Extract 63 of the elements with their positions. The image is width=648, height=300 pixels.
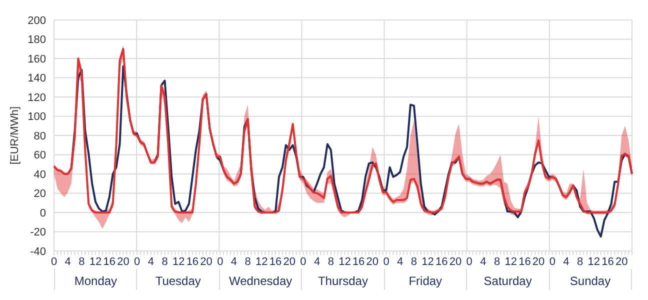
x-tick-label: 20: [449, 256, 462, 268]
x-tick-label: 4: [230, 256, 238, 268]
x-tick-label: 20: [283, 256, 296, 268]
y-tick-label: -20: [30, 226, 46, 239]
x-tick-label: 16: [518, 256, 531, 268]
x-tick-label: 16: [103, 256, 116, 268]
x-tick-label: 4: [397, 256, 404, 268]
x-tick-label: 4: [480, 256, 486, 268]
x-tick-label: 12: [504, 256, 517, 268]
x-tick-label: 16: [352, 256, 365, 268]
y-tick-label: 20: [34, 188, 46, 200]
y-axis-title: [EUR/MWh]: [8, 106, 21, 165]
x-tick-label: 8: [577, 256, 584, 268]
x-tick-label: 0: [50, 256, 58, 268]
x-tick-label: 8: [162, 256, 168, 268]
text: Thursday: [301, 269, 384, 290]
y-tick-label: 180: [28, 34, 46, 46]
x-tick-label: 8: [328, 256, 334, 268]
y-tick-label: 140: [28, 72, 46, 85]
x-tick-label: 12: [89, 256, 102, 268]
x-tick-label: 12: [588, 256, 600, 268]
x-tick-label: 0: [466, 256, 472, 268]
y-tick-label: 100: [28, 111, 46, 124]
y-tick-label: 60: [34, 150, 46, 162]
x-tick-label: 8: [78, 256, 85, 268]
x-tick-label: 20: [615, 256, 628, 268]
y-tick-label: 40: [34, 168, 46, 181]
text: Wednesday: [218, 269, 302, 290]
x-tick-label: 8: [494, 256, 500, 268]
x-tick-label: 12: [338, 256, 351, 268]
text: Monday: [54, 269, 136, 290]
x-tick-label: 12: [172, 256, 185, 268]
x-tick-label: 20: [117, 256, 130, 268]
text: Friday: [384, 269, 466, 290]
text: Saturday: [466, 269, 549, 290]
y-tick-label: 160: [28, 53, 46, 66]
x-tick-label: 0: [217, 256, 224, 268]
x-tick-label: 16: [602, 256, 614, 268]
text: Sunday: [548, 269, 632, 290]
x-tick-label: 20: [366, 256, 379, 268]
x-tick-label: 8: [410, 256, 418, 268]
x-tick-label: 16: [436, 256, 448, 268]
x-tick-label: 20: [200, 256, 212, 268]
x-tick-label: 0: [134, 256, 140, 268]
x-tick-label: 8: [244, 256, 251, 268]
x-tick-label: 20: [532, 256, 545, 268]
x-tick-label: 12: [422, 256, 434, 268]
y-tick-label: 120: [28, 92, 46, 104]
text: Tuesday: [136, 269, 219, 290]
x-tick-label: 4: [314, 256, 320, 268]
x-tick-label: 0: [300, 256, 306, 268]
y-tick-label: 80: [34, 130, 46, 142]
y-tick-label: 200: [28, 14, 46, 27]
y-tick-label: 0: [40, 207, 46, 220]
x-tick-label: 0: [549, 256, 556, 268]
x-tick-label: 0: [383, 256, 390, 268]
x-tick-label: 4: [64, 256, 71, 268]
x-tick-label: 16: [186, 256, 199, 268]
x-tick-label: 16: [269, 256, 282, 268]
x-tick-label: 12: [256, 256, 268, 268]
y-tick-label: -40: [30, 246, 46, 258]
x-tick-label: 4: [148, 256, 154, 268]
x-tick-label: 4: [563, 256, 570, 268]
